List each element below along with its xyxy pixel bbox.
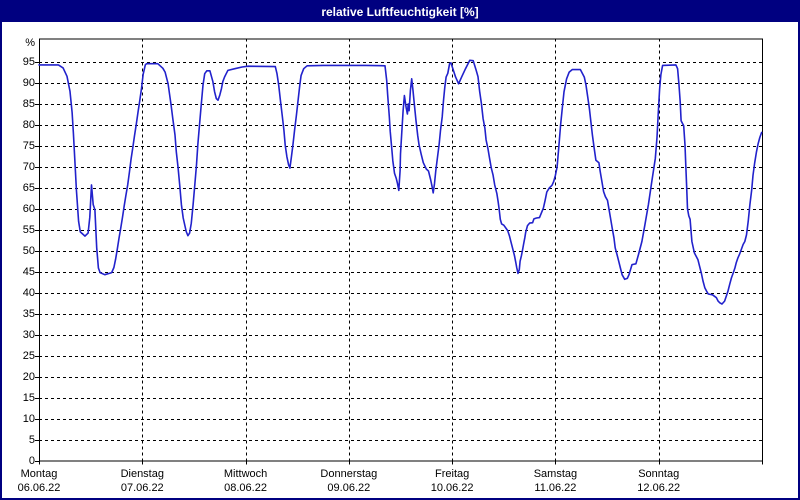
y-tick-label-85: 85 (22, 97, 35, 110)
humidity-line (38, 59, 763, 305)
y-tick-label-70: 70 (22, 160, 35, 173)
x-date-label-11.06.22: 11.06.22 (534, 481, 577, 494)
x-date-label-10.06.22: 10.06.22 (430, 481, 474, 494)
y-tick-label-20: 20 (22, 370, 35, 383)
x-date-label-06.06.22: 06.06.22 (17, 481, 61, 494)
y-tick-label-60: 60 (22, 202, 35, 215)
plot-border (39, 38, 763, 462)
y-tick-label-80: 80 (22, 118, 35, 131)
y-axis-unit-label: % (25, 36, 35, 49)
y-tick-label-90: 90 (22, 76, 35, 89)
x-day-label-dienstag: Dienstag (120, 467, 164, 480)
y-tick-label-75: 75 (22, 139, 35, 152)
y-tick-label-40: 40 (22, 286, 35, 299)
y-tick-label-5: 5 (28, 433, 35, 446)
y-tick-label-30: 30 (22, 328, 35, 341)
y-tick-label-25: 25 (22, 349, 35, 362)
y-tick-label-55: 55 (22, 223, 35, 236)
x-day-label-samstag: Samstag (533, 467, 578, 480)
chart-area: % 95 90 85 80 75 70 65 60 55 50 45 40 35 30 25 20 15 10 5 0 M… (2, 22, 798, 498)
x-date-label-12.06.22: 12.06.22 (637, 481, 681, 494)
x-day-label-freitag: Freitag (435, 467, 470, 480)
y-tick-label-45: 45 (22, 265, 35, 278)
y-tick-label-95: 95 (22, 56, 35, 68)
x-date-label-07.06.22: 07.06.22 (120, 481, 164, 494)
y-tick-label-65: 65 (22, 181, 35, 194)
humidity-chart (35, 38, 763, 465)
y-tick-label-0: 0 (28, 454, 35, 467)
x-day-label-sonntag: Sonntag (638, 467, 680, 480)
window-title: relative Luftfeuchtigkeit [%] (321, 5, 479, 19)
x-day-label-montag: Montag (20, 467, 58, 480)
title-bar: relative Luftfeuchtigkeit [%] (2, 2, 798, 22)
x-date-label-08.06.22: 08.06.22 (224, 481, 267, 494)
y-tick-label-35: 35 (22, 307, 35, 320)
x-day-label-donnerstag: Donnerstag (320, 467, 378, 480)
y-tick-label-15: 15 (22, 391, 35, 404)
y-tick-label-50: 50 (22, 244, 35, 257)
y-tick-label-10: 10 (22, 412, 35, 425)
x-day-label-mittwoch: Mittwoch (223, 467, 268, 480)
x-date-label-09.06.22: 09.06.22 (327, 481, 371, 494)
